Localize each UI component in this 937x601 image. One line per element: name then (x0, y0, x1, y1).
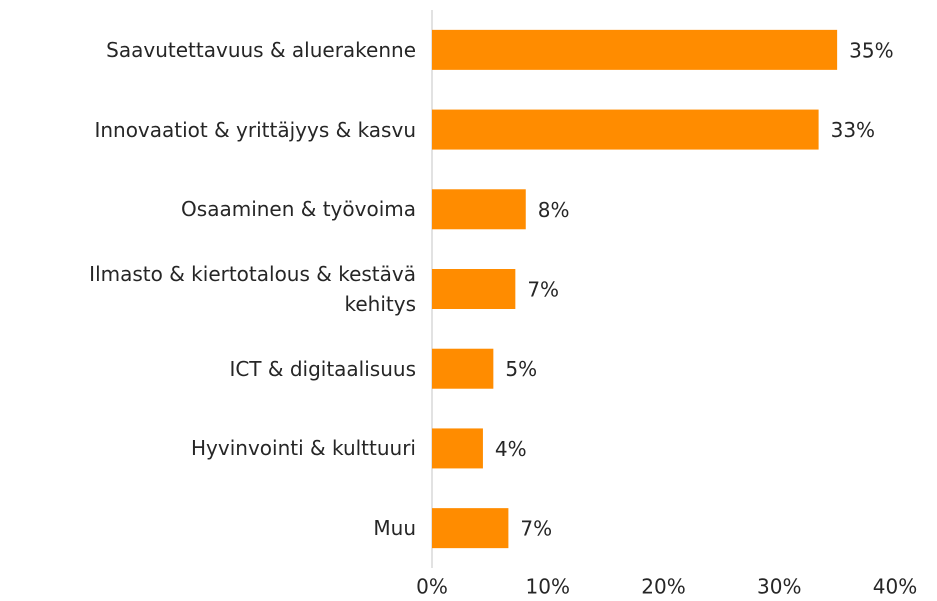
data-label: 8% (538, 198, 570, 222)
data-label: 35% (849, 38, 893, 62)
x-tick-label: 30% (757, 575, 801, 599)
category-label: Innovaatiot & yrittäjyys & kasvu (94, 117, 416, 142)
data-label: 7% (527, 278, 559, 302)
data-label: 4% (495, 437, 527, 461)
category-label: Ilmasto & kiertotalous & kestävä kehitys (89, 262, 416, 316)
category-label: Osaaminen & työvoima (181, 197, 416, 222)
x-tick-label: 40% (873, 575, 917, 599)
category-label: Saavutettavuus & aluerakenne (106, 37, 416, 62)
bar (432, 109, 819, 150)
bar (432, 189, 526, 230)
category-label: Hyvinvointi & kulttuuri (191, 436, 416, 461)
bar (432, 508, 509, 549)
bar (432, 269, 516, 309)
bar (432, 428, 483, 469)
x-tick-label: 0% (416, 575, 448, 599)
data-label: 7% (520, 517, 552, 541)
data-label: 5% (505, 357, 537, 381)
data-label: 33% (831, 118, 875, 142)
bar (432, 29, 838, 70)
x-tick-label: 10% (526, 575, 570, 599)
category-label: Muu (373, 516, 416, 541)
x-tick-label: 20% (641, 575, 685, 599)
category-label: ICT & digitaalisuus (229, 356, 416, 381)
bar (432, 348, 494, 389)
